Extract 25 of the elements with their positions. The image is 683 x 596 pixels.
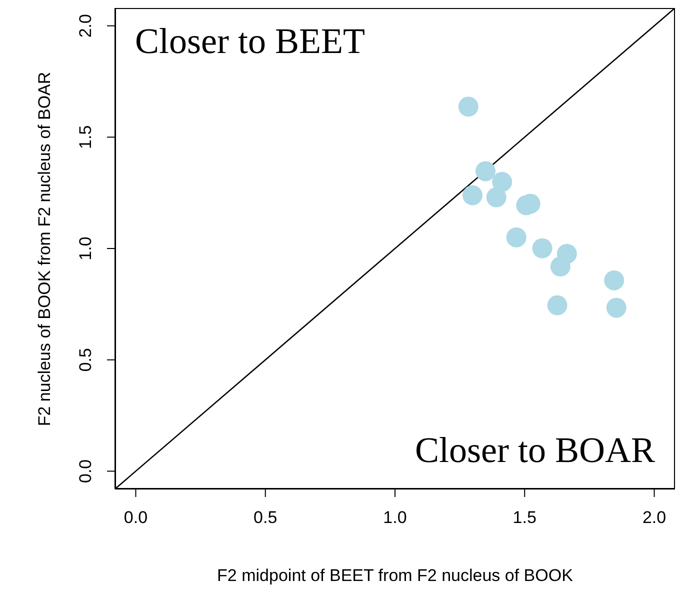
point bbox=[604, 270, 624, 290]
y-axis-title: F2 nucleus of BOOK from F2 nucleus of BOAR bbox=[35, 71, 55, 426]
y-tick-label: 1.5 bbox=[76, 125, 95, 149]
point bbox=[458, 96, 478, 117]
point bbox=[475, 161, 496, 182]
point bbox=[486, 187, 506, 208]
x-tick-label: 2.0 bbox=[642, 508, 666, 527]
x-tick-label: 1.0 bbox=[383, 508, 407, 527]
point bbox=[532, 238, 552, 258]
point bbox=[606, 298, 626, 318]
x-axis-title: F2 midpoint of BEET from F2 nucleus of BOOK bbox=[216, 566, 574, 586]
y-tick-label: 0.5 bbox=[76, 348, 95, 372]
annotation: Closer to BOAR bbox=[414, 430, 655, 471]
x-tick-label: 0.5 bbox=[254, 508, 278, 527]
y-tick-label: 0.0 bbox=[76, 459, 95, 484]
x-tick-label: 0.0 bbox=[124, 508, 148, 527]
point bbox=[547, 295, 568, 316]
point bbox=[462, 185, 483, 206]
point bbox=[550, 256, 570, 277]
point bbox=[506, 227, 526, 248]
x-tick-label: 1.5 bbox=[512, 508, 536, 527]
point bbox=[492, 172, 512, 192]
y-tick-label: 2.0 bbox=[76, 14, 95, 38]
y-tick-label: 1.0 bbox=[76, 236, 95, 260]
annotation: Closer to BEET bbox=[135, 21, 365, 62]
